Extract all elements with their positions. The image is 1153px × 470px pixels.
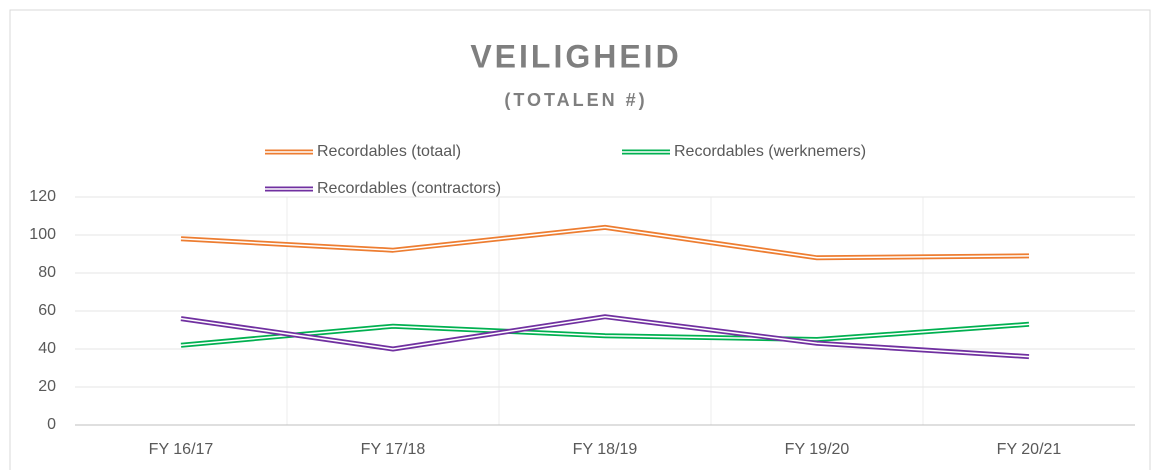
legend-label: Recordables (contractors) [317,180,501,197]
chart-subtitle: (TOTALEN #) [504,90,647,110]
chart-frame [9,9,1151,470]
y-tick-label: 0 [47,416,56,433]
y-tick-label: 40 [38,340,56,357]
series-line-inner [180,315,1030,358]
x-tick-label: FY 18/19 [573,441,638,458]
x-tick-label: FY 19/20 [785,441,850,458]
chart-title: VEILIGHEID [470,38,681,74]
y-tick-label: 60 [38,302,56,319]
x-tick-label: FY 20/21 [997,441,1062,458]
x-tick-label: FY 16/17 [149,441,214,458]
legend-label: Recordables (werknemers) [674,143,866,160]
series-line-inner [180,323,1030,346]
legend-label: Recordables (totaal) [317,143,461,160]
x-tick-label: FY 17/18 [361,441,426,458]
y-tick-label: 80 [38,264,56,281]
y-tick-label: 20 [38,378,56,395]
series-line [180,224,1030,261]
series-line-inner [180,226,1030,259]
y-tick-label: 100 [29,226,56,243]
y-tick-label: 120 [29,188,56,205]
